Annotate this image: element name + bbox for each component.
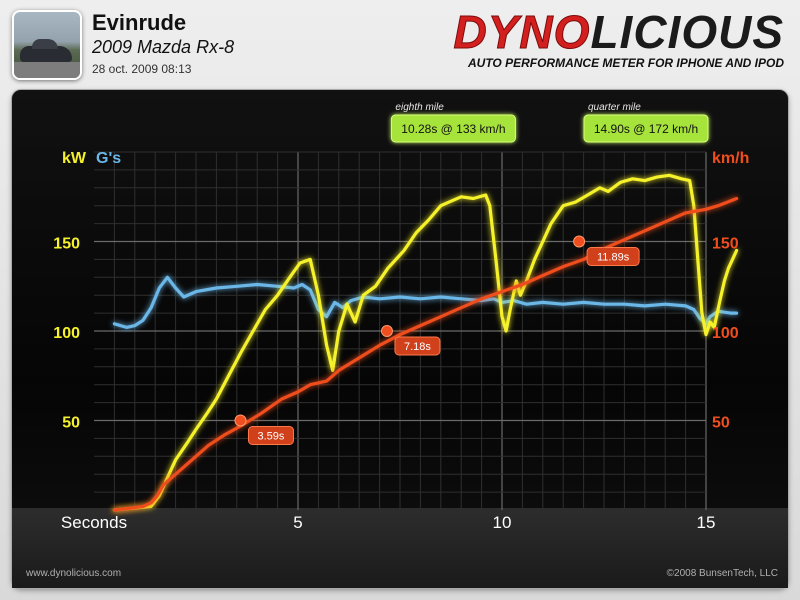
milestone-title: eighth mile [395, 102, 444, 113]
speed-label-box [247, 426, 294, 445]
series-line-kmh [112, 196, 739, 512]
x-tick-label: 15 [697, 513, 716, 532]
y-tick-label-left: 50 [62, 415, 80, 432]
car-photo-avatar [12, 10, 82, 80]
chart-grid [94, 151, 707, 510]
series-line-kw [112, 173, 739, 512]
speed-label-text: 3.59s [258, 431, 285, 443]
milestone-box [390, 114, 516, 143]
photo-road [14, 62, 80, 78]
run-date: 28 oct. 2009 08:13 [92, 62, 192, 76]
speed-label-box [394, 336, 441, 356]
milestone-label: 14.90s @ 172 km/h [594, 122, 698, 136]
milestone-label: 10.28s @ 133 km/h [401, 122, 505, 136]
chart-axes: kW G's km/h Seconds 50 50 100 100 150 150 5 10 1… [53, 150, 749, 532]
milestone-box [583, 114, 709, 143]
y-tick-label-right: 150 [712, 236, 739, 253]
car-model: 2009 Mazda Rx-8 [92, 37, 235, 57]
dynolicious-logo: DYNOLICIOUS [408, 6, 784, 59]
logo-tagline: AUTO PERFORMANCE METER FOR IPHONE AND IP… [467, 56, 784, 70]
speed-label-text: 11.89s [597, 252, 630, 264]
logo-part-dyno: DYNO [453, 6, 591, 59]
y-tick-label-left: 100 [53, 325, 80, 342]
y-tick-label-left: 150 [53, 236, 80, 253]
speed-label-box [586, 247, 640, 266]
series-line-g [112, 275, 739, 329]
logo-part-licious: LICIOUS [590, 6, 784, 58]
milestone-title: quarter mile [588, 102, 641, 113]
footer-website: www.dynolicious.com [26, 568, 122, 579]
speed-marker-dot [234, 414, 247, 427]
chart-panel: 3.59s 7.18s 11.89s eighth mile 10.28s @ 133… [12, 90, 788, 588]
speed-labels: 3.59s 7.18s 11.89s [234, 235, 640, 445]
dyno-chart: 3.59s 7.18s 11.89s eighth mile 10.28s @ 133… [12, 102, 788, 588]
chart-series [112, 173, 739, 512]
x-tick-label: 5 [293, 513, 302, 532]
speed-marker-dot [573, 235, 586, 248]
photo-car [20, 39, 72, 62]
y-axis-label-kw: kW [62, 150, 87, 167]
y-tick-label-right: 50 [712, 415, 730, 432]
x-axis-label: Seconds [61, 513, 127, 532]
x-tick-label: 10 [493, 513, 512, 532]
speed-marker-dot [380, 325, 393, 337]
footer-copyright: ©2008 BunsenTech, LLC [666, 568, 778, 579]
owner-name: Evinrude [92, 10, 187, 35]
milestone-callouts: eighth mile 10.28s @ 133 km/h quarter mile… [390, 102, 709, 143]
speed-label-text: 7.18s [404, 341, 431, 353]
y-tick-label-right: 100 [712, 325, 739, 342]
y-axis-label-kmh: km/h [712, 150, 749, 167]
milestone-lines [512, 142, 707, 510]
y-axis-label-g: G's [96, 150, 121, 167]
chart-floor [12, 508, 788, 588]
